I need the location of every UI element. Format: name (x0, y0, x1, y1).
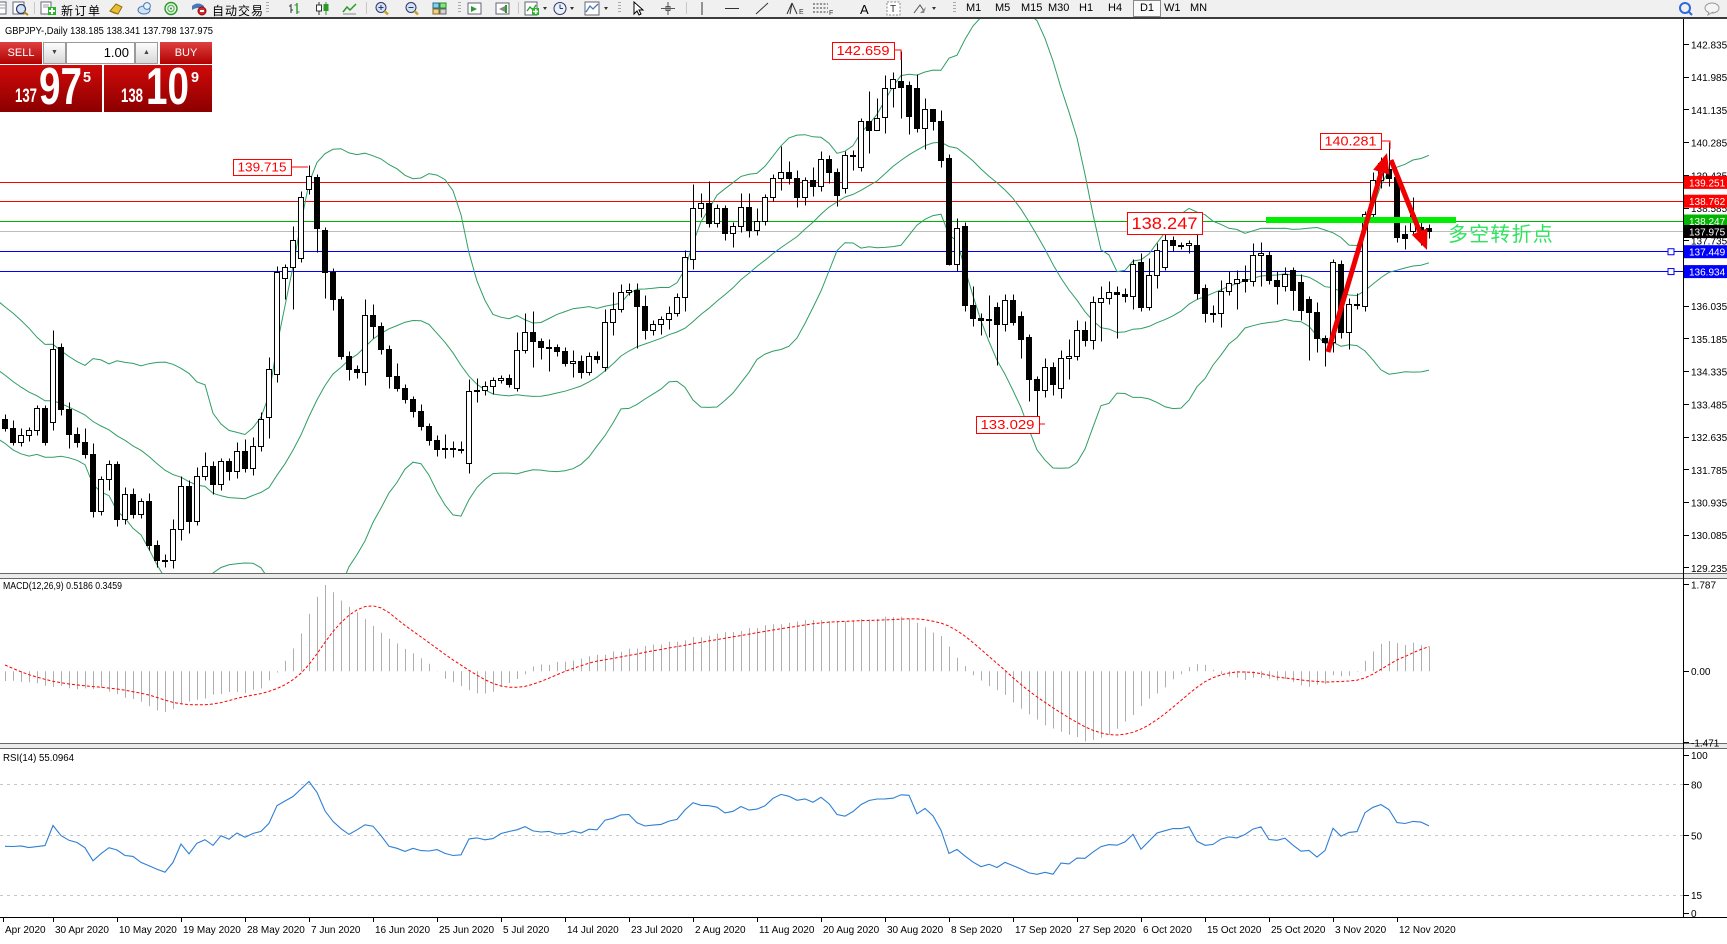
svg-text:140.285: 140.285 (1691, 139, 1727, 150)
svg-text:20 Aug 2020: 20 Aug 2020 (823, 925, 880, 936)
svg-text:30 Aug 2020: 30 Aug 2020 (887, 925, 944, 936)
svg-text:15: 15 (1691, 891, 1703, 902)
svg-text:131.785: 131.785 (1691, 466, 1727, 477)
svg-text:133.029: 133.029 (981, 417, 1035, 432)
svg-text:-1.471: -1.471 (1691, 739, 1720, 750)
svg-text:T: T (890, 4, 896, 15)
svg-text:16 Jun 2020: 16 Jun 2020 (375, 925, 430, 936)
svg-text:100: 100 (1691, 751, 1708, 762)
svg-text:27 Sep 2020: 27 Sep 2020 (1079, 925, 1136, 936)
svg-text:17 Sep 2020: 17 Sep 2020 (1015, 925, 1072, 936)
svg-text:25 Jun 2020: 25 Jun 2020 (439, 925, 494, 936)
svg-text:138.247: 138.247 (1132, 214, 1198, 233)
svg-text:141.135: 141.135 (1691, 106, 1727, 117)
svg-text:97: 97 (39, 65, 82, 112)
svg-text:137.975: 137.975 (1689, 228, 1726, 239)
svg-text:GBPJPY-,Daily 138.185 138.341: GBPJPY-,Daily 138.185 138.341 137.798 13… (5, 26, 213, 37)
svg-text:129.235: 129.235 (1691, 564, 1727, 575)
svg-text:10: 10 (146, 65, 189, 112)
svg-text:30 Apr 2020: 30 Apr 2020 (55, 925, 109, 936)
svg-text:137.449: 137.449 (1689, 248, 1726, 259)
svg-text:135.185: 135.185 (1691, 335, 1727, 346)
svg-text:142.835: 142.835 (1691, 40, 1727, 51)
svg-text:15 Oct 2020: 15 Oct 2020 (1207, 925, 1262, 936)
svg-text:139.715: 139.715 (238, 160, 287, 175)
svg-text:多空转折点: 多空转折点 (1448, 223, 1554, 246)
svg-text:9: 9 (191, 69, 199, 86)
svg-text:140.281: 140.281 (1325, 134, 1377, 149)
svg-text:134.335: 134.335 (1691, 368, 1727, 379)
svg-text:E: E (799, 9, 804, 16)
svg-text:137.735: 137.735 (1691, 237, 1727, 248)
svg-text:11 Aug 2020: 11 Aug 2020 (759, 925, 815, 936)
svg-text:132.635: 132.635 (1691, 433, 1727, 444)
svg-text:133.485: 133.485 (1691, 400, 1727, 411)
svg-text:136.035: 136.035 (1691, 302, 1727, 313)
svg-text:138.762: 138.762 (1689, 197, 1726, 208)
svg-text:12 Nov 2020: 12 Nov 2020 (1399, 925, 1456, 936)
svg-text:136.934: 136.934 (1689, 268, 1726, 279)
svg-text:1.787: 1.787 (1691, 581, 1716, 592)
svg-text:142.659: 142.659 (837, 43, 890, 58)
svg-text:0.00: 0.00 (1691, 667, 1711, 678)
svg-text:130.085: 130.085 (1691, 531, 1727, 542)
svg-text:141.985: 141.985 (1691, 73, 1727, 84)
svg-text:138.585: 138.585 (1691, 204, 1727, 215)
svg-text:23 Jul 2020: 23 Jul 2020 (631, 925, 683, 936)
svg-text:10 May 2020: 10 May 2020 (119, 925, 177, 936)
svg-text:50: 50 (1691, 832, 1703, 843)
svg-text:80: 80 (1691, 781, 1703, 792)
svg-text:F: F (829, 10, 833, 16)
svg-text:14 Jul 2020: 14 Jul 2020 (567, 925, 619, 936)
svg-text:25 Oct 2020: 25 Oct 2020 (1271, 925, 1326, 936)
svg-text:8 Sep 2020: 8 Sep 2020 (951, 925, 1003, 936)
svg-text:Apr 2020: Apr 2020 (5, 925, 46, 936)
svg-text:RSI(14) 55.0964: RSI(14) 55.0964 (3, 753, 74, 764)
svg-text:28 May 2020: 28 May 2020 (247, 925, 305, 936)
svg-text:2 Aug 2020: 2 Aug 2020 (695, 925, 746, 936)
svg-text:130.935: 130.935 (1691, 499, 1727, 510)
svg-text:139.251: 139.251 (1689, 178, 1726, 189)
svg-text:19 May 2020: 19 May 2020 (183, 925, 241, 936)
svg-text:5 Jul 2020: 5 Jul 2020 (503, 925, 550, 936)
svg-text:6 Oct 2020: 6 Oct 2020 (1143, 925, 1192, 936)
svg-text:137: 137 (15, 86, 37, 107)
svg-text:138: 138 (121, 86, 143, 107)
svg-text:138.247: 138.247 (1689, 217, 1726, 228)
svg-text:MACD(12,26,9) 0.5186 0.3459: MACD(12,26,9) 0.5186 0.3459 (3, 581, 122, 592)
svg-text:0: 0 (1691, 909, 1697, 920)
svg-text:5: 5 (83, 69, 91, 86)
svg-text:3 Nov 2020: 3 Nov 2020 (1335, 925, 1387, 936)
svg-text:7 Jun 2020: 7 Jun 2020 (311, 925, 361, 936)
